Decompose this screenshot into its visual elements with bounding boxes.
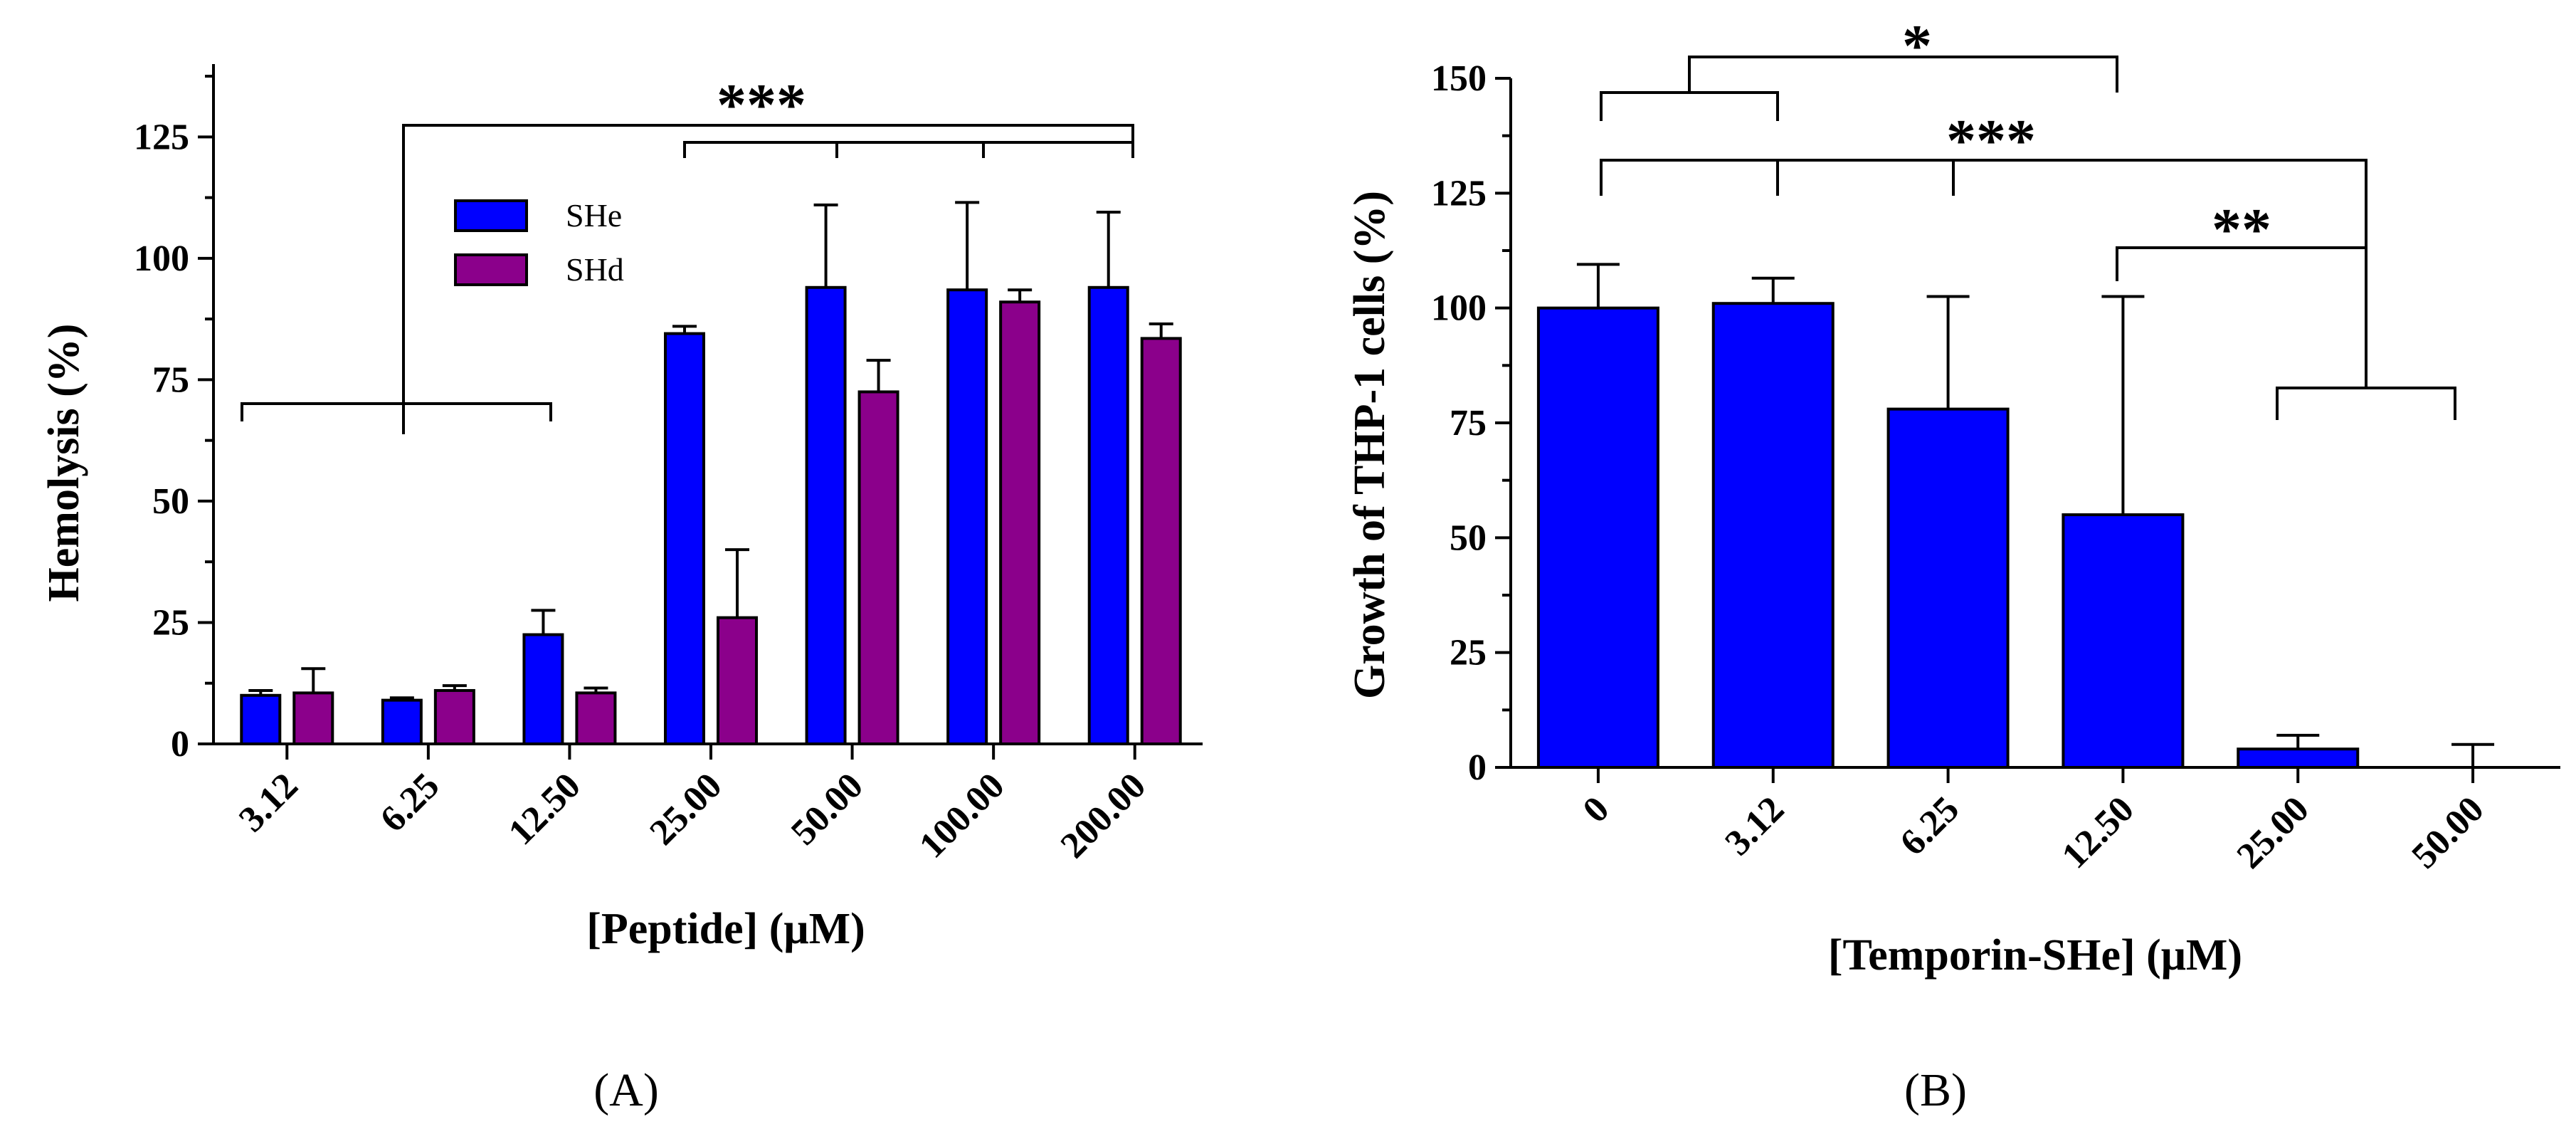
- bracket-a-left-group: [241, 402, 552, 434]
- y-tick-label-b-150: 150: [1431, 58, 1487, 99]
- panel-label-b: (B): [1904, 1064, 1967, 1116]
- bar-a-shd-6-25: [433, 688, 475, 746]
- bar-a-she-12-50: [522, 633, 564, 746]
- sig-b-single-star: *: [1902, 13, 1932, 79]
- x-tick-label-a-50-00: 50.00: [783, 765, 871, 853]
- x-tick-label-b-0: 0: [1575, 789, 1617, 831]
- bar-a-shd-12-50: [575, 691, 617, 745]
- bar-a-she-100-00: [946, 288, 988, 746]
- y-tick-label-b-75: 75: [1450, 403, 1487, 443]
- y-tick-label-a-125: 125: [134, 117, 189, 157]
- panel-a: 0 25 50 75 100 125 3.12 6.25 12.50 25.00 50.00 100.…: [40, 64, 1203, 1116]
- bar-a-she-50-00: [805, 285, 847, 745]
- bar-a-shd-3-12: [292, 691, 334, 745]
- x-tick-label-b-6-25: 6.25: [1892, 789, 1967, 864]
- bar-a-shd-25-00: [717, 616, 758, 746]
- legend-label-she: SHe: [566, 197, 622, 233]
- bracket-b-single-star: [1688, 56, 2118, 93]
- bar-a-she-200-00: [1087, 285, 1129, 745]
- x-axis-title-b: [Temporin-SHe] (μM): [1828, 931, 2242, 980]
- bracket-b-triple-star: [1600, 159, 2368, 388]
- x-tick-label-a-6-25: 6.25: [373, 765, 448, 840]
- x-tick-label-b-3-12: 3.12: [1718, 789, 1793, 864]
- bracket-b-double-star: [2116, 246, 2366, 281]
- bracket-b-high-dose: [2276, 387, 2456, 420]
- bar-b-temporin-she-25-00: [2237, 747, 2360, 769]
- legend-swatch-she: [454, 199, 528, 232]
- legend-swatch-shd: [454, 253, 528, 286]
- y-tick-label-b-50: 50: [1450, 518, 1487, 558]
- sig-b-triple-star: ***: [1946, 107, 2036, 174]
- x-axis-title-a: [Peptide] (μM): [586, 905, 865, 953]
- legend-label-shd: SHd: [566, 251, 624, 288]
- y-tick-label-a-0: 0: [171, 724, 189, 765]
- bar-a-shd-100-00: [999, 300, 1041, 745]
- sig-a-main: ***: [717, 72, 806, 138]
- x-tick-label-a-100-00: 100.00: [912, 765, 1012, 866]
- y-tick-label-b-0: 0: [1468, 747, 1487, 788]
- y-tick-label-a-25: 25: [152, 602, 189, 643]
- x-tick-label-a-200-00: 200.00: [1053, 765, 1154, 866]
- y-tick-label-b-25: 25: [1450, 633, 1487, 673]
- panel-a-significance: ***: [241, 72, 1134, 434]
- bar-b-temporin-she-3-12: [1711, 302, 1835, 770]
- x-tick-label-b-12-50: 12.50: [2054, 789, 2142, 876]
- x-tick-label-a-3-12: 3.12: [231, 765, 306, 840]
- y-tick-label-a-100: 100: [134, 238, 189, 279]
- x-tick-label-b-25-00: 25.00: [2229, 789, 2317, 876]
- panel-label-a: (A): [593, 1064, 659, 1116]
- sig-b-double-star: **: [2212, 196, 2271, 263]
- bracket-a-main: [402, 124, 1134, 404]
- x-tick-label-a-25-00: 25.00: [642, 765, 729, 853]
- y-tick-label-b-100: 100: [1431, 288, 1487, 329]
- bar-a-she-25-00: [664, 332, 705, 745]
- panel-b: 0 25 50 75 100 125 150 0 3.12 6.25 12.50 25.00 50.00…: [1346, 13, 2560, 1116]
- x-tick-label-a-12-50: 12.50: [501, 765, 588, 853]
- bar-a-shd-50-00: [857, 390, 899, 745]
- bar-a-she-6-25: [381, 698, 423, 745]
- panel-b-significance: * *** **: [1600, 13, 2456, 420]
- bar-a-shd-200-00: [1140, 337, 1182, 745]
- bar-a-she-3-12: [240, 693, 282, 745]
- bracket-a-right-group: [683, 141, 1134, 158]
- bar-b-temporin-she-0: [1536, 306, 1659, 769]
- bar-b-temporin-she-12-50: [2062, 513, 2185, 769]
- y-tick-label-a-75: 75: [152, 359, 189, 400]
- y-tick-label-b-125: 125: [1431, 173, 1487, 214]
- y-axis-title-b: Growth of THP-1 cells (%): [1346, 191, 1394, 699]
- bracket-b-single-star-left: [1600, 91, 1779, 121]
- panel-a-plot: 0 25 50 75 100 125 3.12 6.25 12.50 25.00 50.00 100.…: [134, 64, 1203, 866]
- x-tick-label-b-50-00: 50.00: [2405, 789, 2492, 876]
- bar-b-temporin-she-6-25: [1886, 407, 2010, 769]
- y-tick-label-a-50: 50: [152, 481, 189, 522]
- y-axis-title-a: Hemolysis (%): [40, 324, 88, 602]
- panel-a-legend: SHe SHd: [454, 197, 624, 288]
